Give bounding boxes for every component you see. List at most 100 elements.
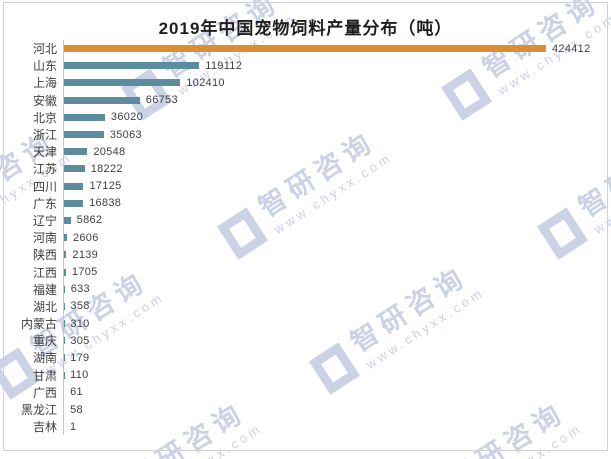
bar-zone: 58	[63, 400, 607, 419]
bar-row: 湖北 358	[4, 297, 607, 315]
category-label: 陕西	[32, 248, 57, 263]
bar	[64, 216, 71, 224]
bar	[64, 148, 88, 156]
value-label: 1705	[71, 266, 98, 279]
bar-zone: 2606	[63, 229, 607, 247]
bar-zone: 18222	[63, 160, 607, 178]
bar-row: 辽宁 5862	[4, 211, 607, 230]
bar-zone: 61	[63, 383, 607, 401]
category-label: 广东	[32, 196, 57, 211]
bar-row: 吉林 1	[4, 418, 607, 436]
bar-row: 湖南 179	[4, 349, 607, 367]
bar-row: 内蒙古 310	[4, 315, 607, 333]
bar	[64, 165, 85, 173]
bar	[64, 268, 66, 276]
bar-zone: 633	[63, 280, 607, 298]
category-label: 甘肃	[32, 368, 57, 383]
bar	[64, 251, 67, 259]
bar	[64, 182, 84, 190]
bar	[64, 45, 546, 53]
value-label: 2606	[72, 231, 99, 244]
value-label: 102410	[186, 76, 225, 89]
bar-row: 上海 102410	[4, 74, 607, 92]
category-label: 吉林	[32, 420, 57, 435]
value-label: 5862	[76, 214, 103, 227]
bar-zone: 110	[63, 366, 607, 384]
value-label: 424412	[552, 42, 591, 55]
bar-zone: 305	[63, 332, 607, 350]
bar-zone: 36020	[63, 108, 607, 126]
category-label: 江苏	[32, 162, 57, 177]
bar-row: 广东 16838	[4, 194, 607, 212]
value-label: 61	[70, 386, 83, 399]
category-label: 北京	[32, 110, 57, 125]
value-label: 179	[70, 351, 90, 364]
value-label: 2139	[72, 248, 99, 261]
value-label: 1	[70, 420, 77, 433]
category-label: 福建	[32, 282, 57, 297]
bar-zone: 102410	[63, 74, 607, 92]
bar-row: 天津 20548	[4, 143, 607, 161]
bar-zone: 1	[63, 418, 607, 436]
bar-zone: 179	[63, 349, 607, 367]
bar	[64, 79, 181, 87]
category-label: 广西	[32, 385, 57, 400]
category-label: 辽宁	[32, 213, 57, 228]
category-label: 内蒙古	[20, 317, 57, 332]
plot-area: 河北 424412 山东 119112 上海 102410 安徽 66753 北京 36020 浙江…	[4, 40, 607, 436]
value-label: 58	[70, 403, 83, 416]
bar	[64, 285, 65, 293]
bar-zone: 424412	[63, 40, 607, 58]
category-label: 天津	[32, 145, 57, 160]
bar-zone: 35063	[63, 125, 607, 144]
category-label: 黑龙江	[20, 403, 57, 418]
category-label: 湖南	[32, 351, 57, 366]
bar-row: 陕西 2139	[4, 246, 607, 264]
category-label: 山东	[32, 59, 57, 74]
value-label: 17125	[89, 180, 122, 193]
bar-row: 河北 424412	[4, 40, 607, 58]
value-label: 633	[70, 283, 90, 296]
bar-row: 河南 2606	[4, 229, 607, 247]
value-label: 35063	[109, 128, 142, 141]
bar-zone: 5862	[63, 211, 607, 230]
category-label: 江西	[32, 265, 57, 280]
value-label: 119112	[205, 59, 243, 72]
bar-zone: 1705	[63, 263, 607, 281]
bar	[64, 113, 105, 121]
value-label: 18222	[90, 162, 123, 175]
category-label: 重庆	[32, 334, 57, 349]
value-label: 36020	[110, 111, 143, 124]
category-label: 安徽	[32, 93, 57, 108]
bar-row: 江苏 18222	[4, 160, 607, 178]
bar-row: 黑龙江 58	[4, 400, 607, 419]
bar-zone: 2139	[63, 246, 607, 264]
bar-row: 甘肃 110	[4, 366, 607, 384]
bar	[64, 131, 104, 139]
category-label: 河南	[32, 231, 57, 246]
bar-row: 浙江 35063	[4, 125, 607, 144]
bar-zone: 20548	[63, 143, 607, 161]
bar-zone: 66753	[63, 91, 607, 109]
bar	[64, 62, 200, 70]
bar-zone: 119112	[63, 57, 607, 75]
category-label: 湖北	[32, 299, 57, 314]
category-label: 四川	[32, 179, 57, 194]
bar-row: 安徽 66753	[4, 91, 607, 109]
bar	[64, 199, 84, 207]
value-label: 16838	[89, 197, 122, 210]
value-label: 358	[70, 300, 90, 313]
bar-zone: 16838	[63, 194, 607, 212]
bar-row: 福建 633	[4, 280, 607, 298]
bar	[64, 96, 140, 104]
value-label: 110	[70, 369, 89, 382]
bar-row: 广西 61	[4, 383, 607, 401]
chart-border-frame	[3, 2, 608, 451]
bar-row: 山东 119112	[4, 57, 607, 75]
bar-row: 重庆 305	[4, 332, 607, 350]
value-label: 305	[70, 334, 90, 347]
bar-row: 四川 17125	[4, 177, 607, 195]
bar-zone: 17125	[63, 177, 607, 195]
